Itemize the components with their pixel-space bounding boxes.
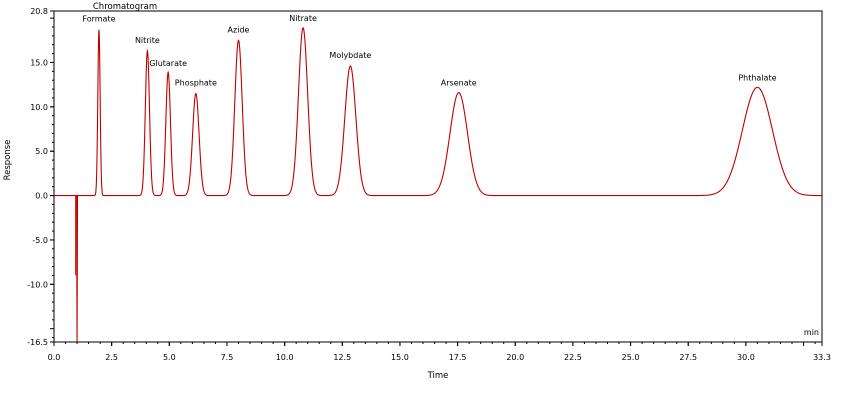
x-tick-label: 2.5: [105, 353, 118, 362]
y-tick-label: 5.0: [35, 147, 48, 156]
y-tick-label: -5.0: [32, 236, 48, 245]
peak-label-arsenate: Arsenate: [441, 79, 477, 88]
y-tick-label: 0.0: [35, 192, 48, 201]
x-tick-label: 12.5: [333, 353, 351, 362]
x-axis-unit: min: [804, 328, 819, 337]
peak-label-phosphate: Phosphate: [175, 79, 217, 88]
x-tick-label: 33.3: [813, 353, 831, 362]
y-tick-label: 15.0: [30, 58, 48, 67]
peak-labels: Formate Nitrite Glutarate Phosphate Azide Nit…: [82, 14, 776, 88]
x-tick-label: 15.0: [391, 353, 409, 362]
x-tick-label: 22.5: [564, 353, 582, 362]
trace-group: [54, 27, 822, 343]
peak-label-nitrite: Nitrite: [135, 36, 160, 45]
y-axis-ticks: 20.8 15.0 10.0 5.0 0.0 -5.0 -10.0 -16.5: [27, 7, 54, 347]
x-tick-label: 20.0: [506, 353, 524, 362]
x-tick-label: 25.0: [622, 353, 640, 362]
y-tick-label: -10.0: [27, 280, 48, 289]
chart-title: Chromatogram: [93, 2, 157, 12]
chromatogram-trace: [54, 27, 822, 197]
peak-label-formate: Formate: [82, 15, 115, 24]
plot-frame: [53, 10, 823, 343]
x-tick-label: 30.0: [737, 353, 755, 362]
peak-label-azide: Azide: [228, 25, 250, 34]
y-tick-label: 10.0: [30, 103, 48, 112]
x-tick-label: 10.0: [276, 353, 294, 362]
x-axis-ticks: 0.0 2.5 5.0 7.5 10.0 12.5 15.0 17.5 20.0 22.5 25.0…: [48, 342, 831, 362]
x-tick-label: 17.5: [449, 353, 467, 362]
peak-label-glutarate: Glutarate: [149, 59, 187, 68]
peak-label-nitrate: Nitrate: [289, 14, 317, 23]
negative-dip: [76, 195, 79, 343]
x-axis-title: Time: [427, 371, 449, 381]
y-tick-label: 20.8: [30, 7, 48, 16]
peak-label-phthalate: Phthalate: [738, 73, 776, 82]
x-tick-label: 7.5: [221, 353, 234, 362]
y-tick-label: -16.5: [27, 338, 48, 347]
x-tick-label: 27.5: [679, 353, 697, 362]
y-axis-title: Response: [3, 140, 13, 181]
x-tick-label: 5.0: [163, 353, 176, 362]
peak-label-molybdate: Molybdate: [329, 51, 371, 60]
x-tick-label: 0.0: [48, 353, 61, 362]
